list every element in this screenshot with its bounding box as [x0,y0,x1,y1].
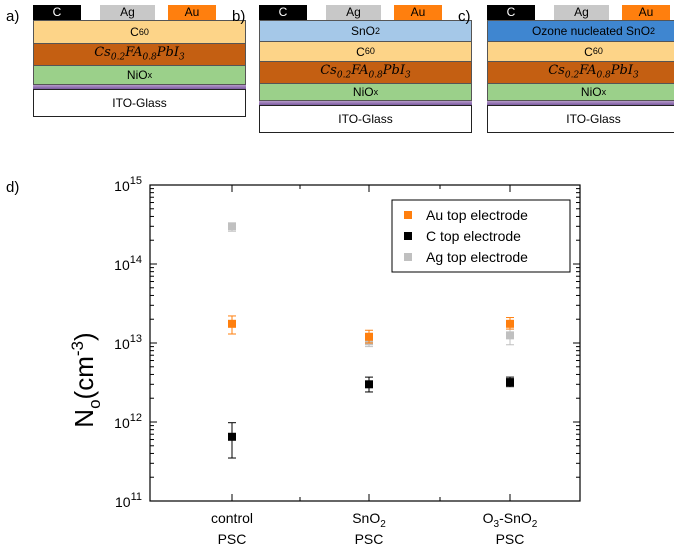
legend-box [391,199,571,273]
layer-c60: C 60 [487,42,674,62]
panel-b-label: b) [232,8,246,25]
x-tick-label: PSC [355,531,384,547]
stack-c: C Ag Au Ozone nucleated SnO 2 C 60 Cs0.2FA… [487,5,674,133]
layer-perovskite: Cs0.2FA0.8PbI3 [33,44,246,66]
panel-d-label: d) [6,179,19,196]
layer-ito-glass: ITO-Glass [487,105,674,133]
legend-label: Au top electrode [426,207,528,223]
x-tick-label: PSC [218,531,247,547]
layer-ito-glass: ITO-Glass [259,105,472,133]
layer-perovskite: Cs0.2FA0.8PbI3 [259,62,472,84]
electrode-ag: Ag [554,5,609,20]
stack-b: C Ag Au SnO 2 C 60 Cs0.2FA0.8PbI3 NiO x ITO… [259,5,472,133]
interface-layer [259,101,472,105]
data-point [228,432,236,441]
layer-c60: C 60 [259,42,472,62]
data-point [506,331,514,340]
x-tick-label: PSC [496,531,525,547]
layer-niox: NiO x [259,84,472,101]
electrode-au: Au [394,5,442,20]
x-tick-label: SnO2 [352,510,386,530]
layer-ito-glass: ITO-Glass [33,89,246,117]
legend-label: C top electrode [426,228,521,244]
interface-layer [33,85,246,89]
data-point [365,332,373,341]
y-axis-title: No(cm-3) [68,332,104,427]
interface-layer [487,101,674,105]
y-tick-label: 1013 [114,333,142,352]
legend: Au top electrode C top electrode Ag top el… [391,199,571,273]
y-tick-label: 1014 [114,254,142,273]
y-tick-label: 1011 [115,491,142,510]
electrode-c: C [487,5,535,20]
legend-marker [404,232,412,240]
x-tick-label: control [211,510,253,526]
layer-sno2: SnO 2 [259,20,472,42]
data-point [365,380,373,389]
electrode-c: C [33,5,81,20]
x-tick-label: O3-SnO2 [483,510,538,530]
legend-marker [404,253,412,261]
layer-ozone-sno2: Ozone nucleated SnO 2 [487,20,674,42]
legend-label: Ag top electrode [426,249,528,265]
y-tick-label: 1015 [114,175,142,194]
electrode-ag: Ag [326,5,381,20]
electrode-ag: Ag [100,5,155,20]
y-tick-label: 1012 [114,412,142,431]
electrode-au: Au [622,5,670,20]
layer-perovskite: Cs0.2FA0.8PbI3 [487,62,674,84]
electrode-au: Au [168,5,216,20]
data-point [506,378,514,387]
layer-niox: NiO x [33,66,246,85]
svg-text:No(cm-3): No(cm-3) [68,332,104,427]
data-point [228,222,236,231]
panel-c-label: c) [458,8,471,25]
layer-niox: NiO x [487,84,674,101]
plot-area: 10111012101310141015controlPSCSnO2PSCO3-… [114,175,581,547]
data-point [506,319,514,328]
data-point [228,319,236,328]
legend-marker [404,211,412,219]
layer-c60: C 60 [33,20,246,44]
carrier-density-chart: d) 10111012101310141015controlPSCSnO2PSC… [6,175,581,547]
stack-a: C Ag Au C 60 Cs0.2FA0.8PbI3 NiO x ITO-Glas… [33,5,246,117]
electrode-c: C [259,5,307,20]
panel-a-label: a) [6,8,20,25]
